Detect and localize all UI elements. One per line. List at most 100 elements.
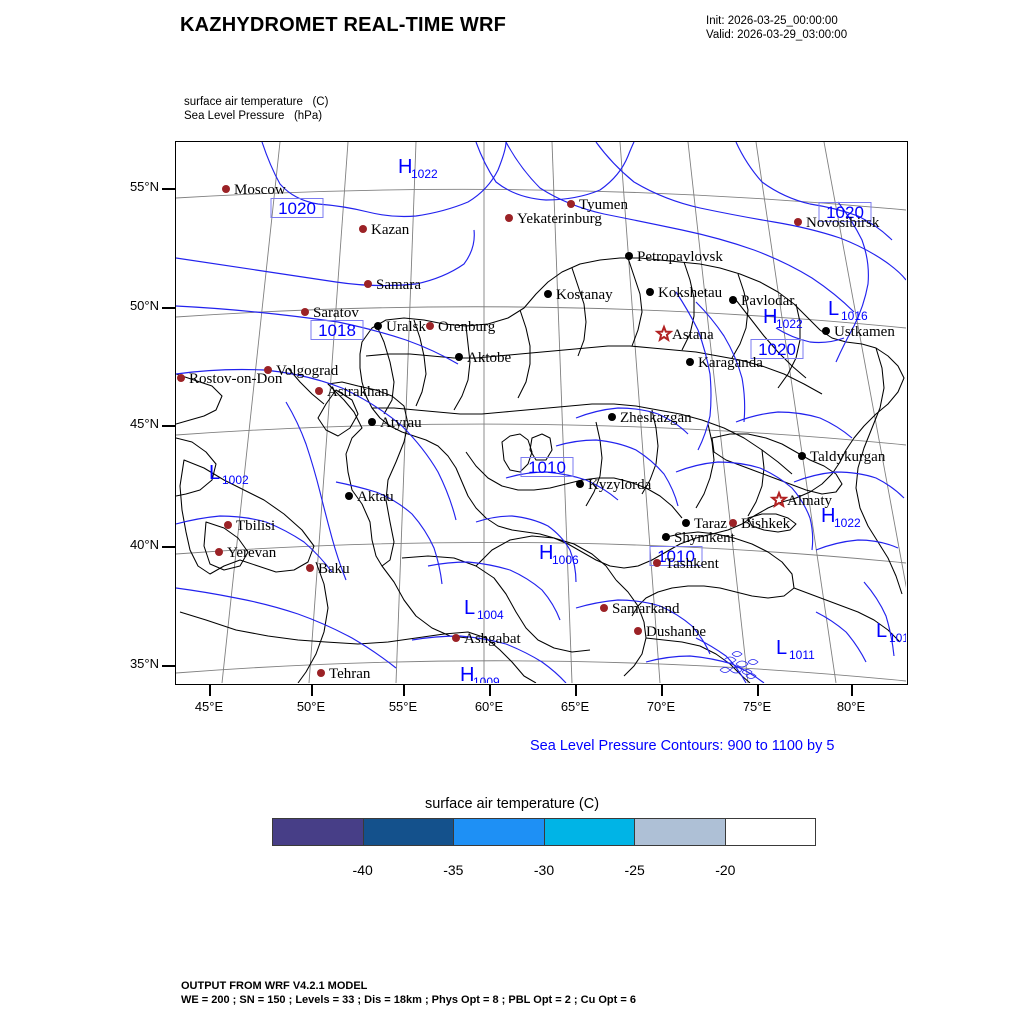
colorbar-swatch-4 [634, 819, 725, 845]
pressure-center-l: L 101 [876, 620, 906, 645]
city-label: Samara [376, 277, 421, 293]
city-marker[interactable]: Tyumen [567, 197, 628, 213]
city-marker[interactable]: Novosibirsk [794, 215, 880, 231]
lon-tick [575, 685, 577, 696]
city-marker[interactable]: Kyzylorda [576, 477, 652, 493]
city-label: Yekaterinburg [517, 211, 602, 227]
colorbar-swatch-0 [273, 819, 363, 845]
lon-tick [757, 685, 759, 696]
city-label: Pavlodar [741, 293, 794, 309]
city-label: Tehran [329, 666, 371, 682]
city-label: Atyrau [380, 415, 422, 431]
city-marker[interactable]: Pavlodar [729, 293, 794, 309]
city-marker[interactable]: Rostov-on-Don [177, 371, 283, 387]
city-label: Novosibirsk [806, 215, 880, 231]
city-dot-icon [794, 218, 802, 226]
svg-text:1009: 1009 [473, 675, 500, 683]
svg-text:1004: 1004 [477, 608, 504, 622]
city-dot-icon [544, 290, 552, 298]
lat-tick-label: 50°N [129, 298, 159, 313]
city-marker[interactable]: Tehran [317, 666, 371, 682]
city-label: Rostov-on-Don [189, 371, 283, 387]
city-marker[interactable]: Atyrau [368, 415, 422, 431]
city-marker[interactable]: Zheskazgan [608, 410, 692, 426]
city-marker[interactable]: Aktau [345, 489, 394, 505]
city-dot-icon [505, 214, 513, 222]
city-label: Ustkamen [834, 324, 895, 340]
lat-tick [162, 307, 175, 309]
city-marker[interactable]: Volgograd [264, 363, 339, 379]
city-marker[interactable]: Samarkand [600, 601, 680, 617]
colorbar-swatch-1 [362, 819, 453, 845]
city-marker[interactable]: Almaty [769, 490, 832, 509]
city-marker[interactable]: Taraz [682, 516, 727, 532]
lon-tick [311, 685, 313, 696]
city-dot-icon [455, 353, 463, 361]
city-marker[interactable]: Ustkamen [822, 324, 895, 340]
city-label: Kyzylorda [588, 477, 652, 493]
city-marker[interactable]: Saratov [301, 305, 359, 321]
temperature-colorbar[interactable] [272, 818, 816, 846]
weather-map[interactable]: 1020 1020 1018 1020 1010 1010 H 1022 H 1022 L 1016… [175, 141, 908, 685]
city-marker[interactable]: Tbilisi [224, 518, 275, 534]
city-marker[interactable]: Astana [654, 324, 714, 343]
colorbar-swatch-3 [543, 819, 634, 845]
city-marker[interactable]: Yekaterinburg [505, 211, 602, 227]
city-dot-icon [364, 280, 372, 288]
contour-label: 1018 [310, 320, 364, 340]
svg-text:1010: 1010 [528, 458, 566, 477]
city-marker[interactable]: Shymkent [662, 530, 736, 546]
city-marker[interactable]: Tashkent [653, 556, 720, 572]
city-dot-icon [686, 358, 694, 366]
colorbar-tick-label: -40 [352, 862, 373, 878]
city-dot-icon [600, 604, 608, 612]
city-marker[interactable]: Dushanbe [634, 624, 706, 640]
city-marker[interactable]: Kokshetau [646, 285, 723, 301]
city-marker[interactable]: Taldykurgan [798, 449, 886, 465]
lat-tick-label: 45°N [129, 416, 159, 431]
contour-caption: Sea Level Pressure Contours: 900 to 1100… [530, 738, 835, 754]
lat-tick-label: 40°N [129, 537, 159, 552]
city-marker[interactable]: Baku [306, 561, 350, 577]
city-dot-icon [264, 366, 272, 374]
lon-tick [851, 685, 853, 696]
city-marker[interactable]: Samara [364, 277, 421, 293]
city-marker[interactable]: Petropavlovsk [625, 249, 723, 265]
city-label: Orenburg [438, 319, 496, 335]
svg-text:L: L [776, 637, 787, 659]
colorbar-tick-label: -25 [624, 862, 645, 878]
lon-tick-label: 45°E [194, 699, 224, 714]
svg-text:H: H [763, 306, 777, 328]
svg-text:101: 101 [889, 631, 906, 645]
svg-text:1018: 1018 [318, 321, 356, 340]
city-marker[interactable]: Yerevan [215, 545, 277, 561]
city-marker[interactable]: Orenburg [426, 319, 496, 335]
city-marker[interactable]: Kazan [359, 222, 410, 238]
city-marker[interactable]: Astrakhan [315, 384, 389, 400]
city-dot-icon [729, 296, 737, 304]
city-label: Tyumen [579, 197, 628, 213]
city-marker[interactable]: Uralsk [374, 319, 426, 335]
city-marker[interactable]: Moscow [222, 182, 286, 198]
city-dot-icon [625, 252, 633, 260]
city-dot-icon [215, 548, 223, 556]
city-marker[interactable]: Ashgabat [452, 631, 521, 647]
city-label: Dushanbe [646, 624, 706, 640]
city-marker[interactable]: Aktobe [455, 350, 512, 366]
city-label: Taldykurgan [810, 449, 886, 465]
valid-time-label: Valid: 2026-03-29_03:00:00 [706, 29, 848, 41]
svg-text:1011: 1011 [789, 648, 815, 662]
svg-text:1010: 1010 [657, 547, 695, 566]
field-caption-pressure: Sea Level Pressure (hPa) [184, 110, 323, 122]
city-dot-icon [662, 533, 670, 541]
city-marker[interactable]: Karaganda [686, 355, 763, 371]
lon-tick-label: 70°E [646, 699, 676, 714]
pressure-center-l: L 1016 [828, 298, 868, 323]
lon-tick-label: 75°E [742, 699, 772, 714]
city-marker[interactable]: Kostanay [544, 287, 613, 303]
city-label: Yerevan [227, 545, 277, 561]
city-marker[interactable]: Bishkek [729, 516, 791, 532]
